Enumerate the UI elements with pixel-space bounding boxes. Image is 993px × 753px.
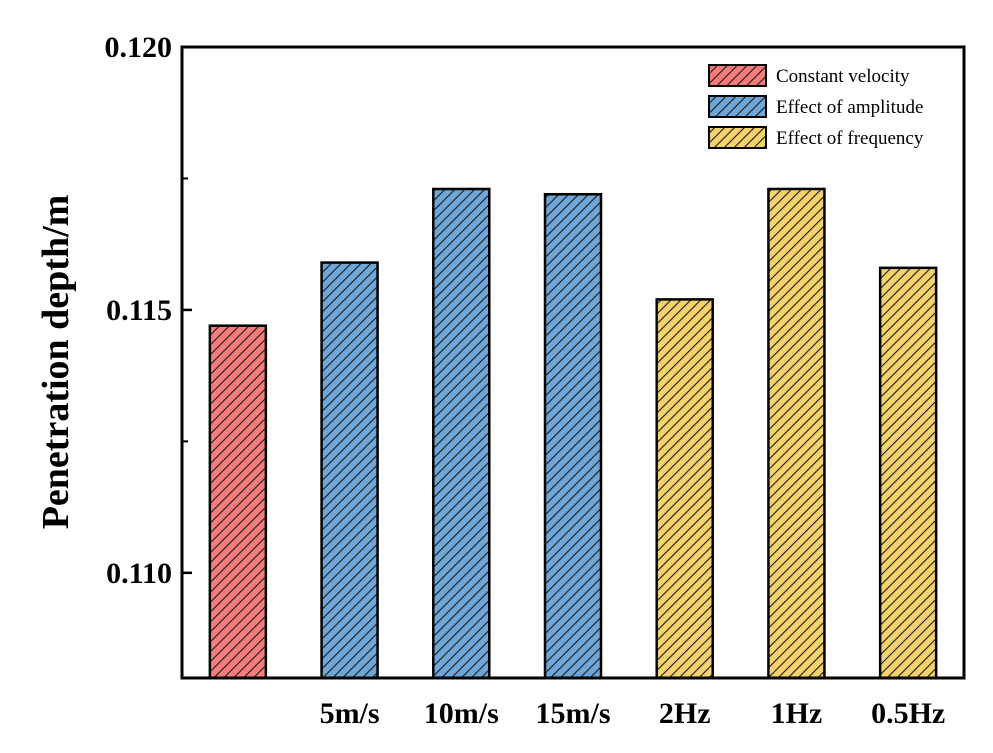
x-tick-label: 15m/s	[536, 697, 611, 730]
y-tick-label: 0.115	[106, 294, 172, 327]
bar-hatch	[767, 187, 826, 680]
x-tick-label: 0.5Hz	[871, 697, 945, 730]
legend-item: Effect of amplitude	[708, 95, 923, 118]
bar-hatch	[208, 324, 268, 680]
bar-hatch	[878, 266, 938, 680]
x-tick-label: 1Hz	[771, 697, 823, 730]
x-tick-label: 2Hz	[659, 697, 711, 730]
bar-hatch	[543, 192, 603, 680]
bar-3	[432, 187, 491, 680]
bar-7	[878, 266, 938, 680]
bar-2	[320, 261, 379, 680]
legend-item: Constant velocity	[708, 64, 910, 87]
bar-hatch	[655, 298, 714, 680]
bar-5	[655, 298, 714, 680]
bar-hatch	[320, 261, 379, 680]
bar-1	[208, 324, 268, 680]
y-tick-label: 0.120	[105, 31, 173, 64]
legend-swatch	[708, 64, 767, 87]
x-tick-label: 5m/s	[320, 697, 380, 730]
legend-label: Effect of frequency	[776, 128, 924, 149]
x-tick-label: 10m/s	[424, 697, 499, 730]
x-axis: 5m/s 10m/s 15m/s 2Hz 1Hz 0.5Hz	[320, 697, 946, 730]
legend-swatch	[708, 95, 767, 118]
bar-hatch	[432, 187, 491, 680]
legend-item: Effect of frequency	[708, 126, 924, 149]
legend: Constant velocity Effect of amplitude Effe…	[708, 64, 924, 149]
y-axis: 0.110 0.115 0.120	[105, 31, 192, 590]
bar-4	[543, 192, 603, 680]
bars-layer	[208, 187, 938, 680]
legend-label: Constant velocity	[776, 66, 910, 87]
bar-6	[767, 187, 826, 680]
y-axis-title: Penetration depth/m	[35, 195, 77, 530]
y-tick-label: 0.110	[106, 557, 172, 590]
legend-swatch	[708, 126, 767, 149]
legend-label: Effect of amplitude	[776, 97, 923, 118]
plot-frame	[180, 45, 966, 680]
